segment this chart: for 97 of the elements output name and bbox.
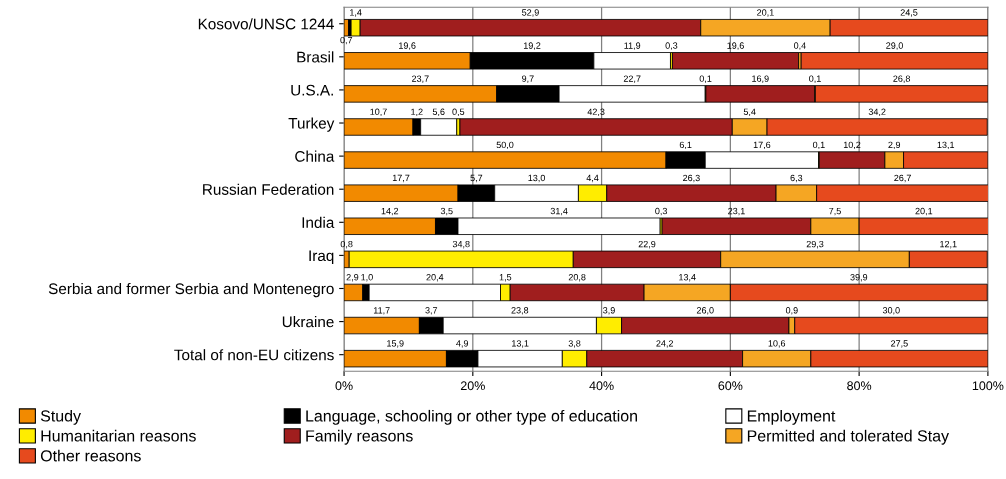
data-label: 20,1 bbox=[757, 9, 774, 17]
data-label: 1,5 bbox=[499, 274, 512, 282]
data-label: 6,3 bbox=[790, 174, 803, 183]
data-label: 7,5 bbox=[829, 207, 841, 216]
data-label: 0,7 bbox=[340, 36, 353, 45]
data-label: 31,4 bbox=[550, 207, 568, 216]
data-label: 0,8 bbox=[340, 240, 353, 249]
data-label: 11,7 bbox=[373, 307, 390, 315]
data-label: 23,8 bbox=[511, 307, 529, 315]
data-label: 3,9 bbox=[603, 307, 615, 315]
y-tick-label: China bbox=[295, 150, 335, 162]
data-label: 26,7 bbox=[894, 174, 911, 183]
legend-label: Permitted and tolerated Stay bbox=[747, 429, 949, 445]
data-label: 10,2 bbox=[843, 141, 861, 150]
data-label: 5,7 bbox=[470, 174, 483, 183]
data-label: 10,6 bbox=[768, 340, 786, 348]
data-label: 24,5 bbox=[900, 9, 918, 17]
data-label: 0,4 bbox=[793, 42, 806, 50]
data-label: 0,5 bbox=[452, 108, 465, 117]
data-label: 5,6 bbox=[432, 108, 445, 117]
y-tick-label: Kosovo/UNSC 1244 bbox=[198, 18, 334, 30]
data-label: 15,9 bbox=[387, 340, 404, 348]
data-label: 0,1 bbox=[809, 75, 821, 83]
data-label: 17,6 bbox=[753, 141, 771, 150]
data-label: 20,1 bbox=[915, 207, 933, 216]
data-label: 3,8 bbox=[568, 340, 581, 348]
y-tick-label: Ukraine bbox=[282, 316, 334, 328]
data-label: 19,6 bbox=[399, 42, 416, 50]
y-tick-label: Serbia and former Serbia and Montenegro bbox=[48, 282, 334, 298]
data-label: 17,7 bbox=[392, 174, 410, 183]
legend-label: Study bbox=[40, 409, 81, 425]
data-label: 1,2 bbox=[411, 108, 423, 117]
y-tick-label: India bbox=[302, 216, 335, 228]
data-label: 3,7 bbox=[425, 307, 438, 315]
data-label: 9,7 bbox=[522, 75, 534, 83]
data-label: 16,9 bbox=[752, 75, 769, 83]
data-label: 26,8 bbox=[893, 75, 911, 83]
data-label: 23,1 bbox=[728, 207, 745, 216]
data-label: 20,4 bbox=[426, 274, 444, 282]
data-label: 3,5 bbox=[440, 207, 453, 216]
x-tick-label: 20% bbox=[460, 381, 485, 391]
y-tick-label: U.S.A. bbox=[291, 84, 333, 96]
data-label: 19,6 bbox=[727, 42, 744, 50]
x-tick-label: 60% bbox=[718, 381, 743, 391]
y-tick-label: Turkey bbox=[288, 117, 335, 132]
x-tick-label: 40% bbox=[589, 381, 614, 391]
y-tick-label: Russian Federation bbox=[203, 183, 334, 195]
data-label: 39,9 bbox=[850, 274, 868, 282]
data-label: 4,9 bbox=[456, 340, 469, 348]
data-label: 1,4 bbox=[350, 9, 362, 17]
data-label: 0,1 bbox=[699, 75, 712, 83]
legend-label: Other reasons bbox=[40, 449, 141, 462]
data-label: 1,0 bbox=[361, 274, 373, 282]
data-label: 26,0 bbox=[696, 307, 714, 315]
legend-label: Family reasons bbox=[306, 429, 413, 445]
data-label: 0,3 bbox=[655, 207, 668, 216]
data-label: 13,0 bbox=[528, 174, 545, 183]
data-label: 10,7 bbox=[370, 108, 387, 117]
data-label: 20,8 bbox=[568, 274, 586, 282]
data-label: 27,5 bbox=[891, 340, 908, 348]
data-label: 11,9 bbox=[624, 42, 641, 50]
data-label: 23,7 bbox=[412, 75, 429, 83]
x-tick-label: 80% bbox=[847, 381, 872, 391]
data-label: 0,9 bbox=[785, 307, 798, 315]
data-label: 13,1 bbox=[937, 141, 955, 150]
data-label: 19,2 bbox=[523, 42, 541, 50]
data-label: 0,3 bbox=[665, 42, 678, 50]
y-tick-label: Total of non-EU citizens bbox=[174, 349, 334, 361]
data-label: 13,4 bbox=[679, 274, 696, 282]
data-label: 52,9 bbox=[522, 9, 539, 17]
x-tick-label: 100% bbox=[972, 381, 1004, 391]
x-tick-label: 0% bbox=[335, 381, 353, 391]
data-label: 26,3 bbox=[683, 174, 700, 183]
data-label: 34,2 bbox=[868, 108, 886, 117]
data-label: 2,9 bbox=[888, 141, 901, 150]
legend-label: Language, schooling or other type of education bbox=[306, 409, 637, 425]
data-label: 4,4 bbox=[586, 174, 599, 183]
data-label: 29,3 bbox=[806, 240, 824, 249]
data-label: 29,0 bbox=[886, 42, 903, 50]
data-label: 6,1 bbox=[679, 141, 692, 150]
data-label: 22,7 bbox=[623, 75, 641, 83]
data-label: 14,2 bbox=[381, 207, 399, 216]
data-label: 30,0 bbox=[882, 307, 900, 315]
data-label: 12,1 bbox=[940, 240, 957, 249]
data-label: 5,4 bbox=[743, 108, 756, 117]
data-label: 50,0 bbox=[496, 141, 514, 150]
data-label: 13,1 bbox=[512, 340, 529, 348]
data-label: 2,9 bbox=[346, 274, 359, 282]
data-label: 24,2 bbox=[656, 340, 674, 348]
legend-label: Employment bbox=[747, 409, 836, 425]
y-tick-label: Iraq bbox=[309, 250, 334, 265]
legend-label: Humanitarian reasons bbox=[41, 429, 196, 442]
y-tick-label: Brasil bbox=[297, 51, 334, 63]
data-label: 42,3 bbox=[587, 108, 605, 117]
data-label: 34,8 bbox=[452, 240, 470, 249]
data-label: 22,9 bbox=[638, 240, 656, 249]
data-label: 0,1 bbox=[812, 141, 825, 150]
